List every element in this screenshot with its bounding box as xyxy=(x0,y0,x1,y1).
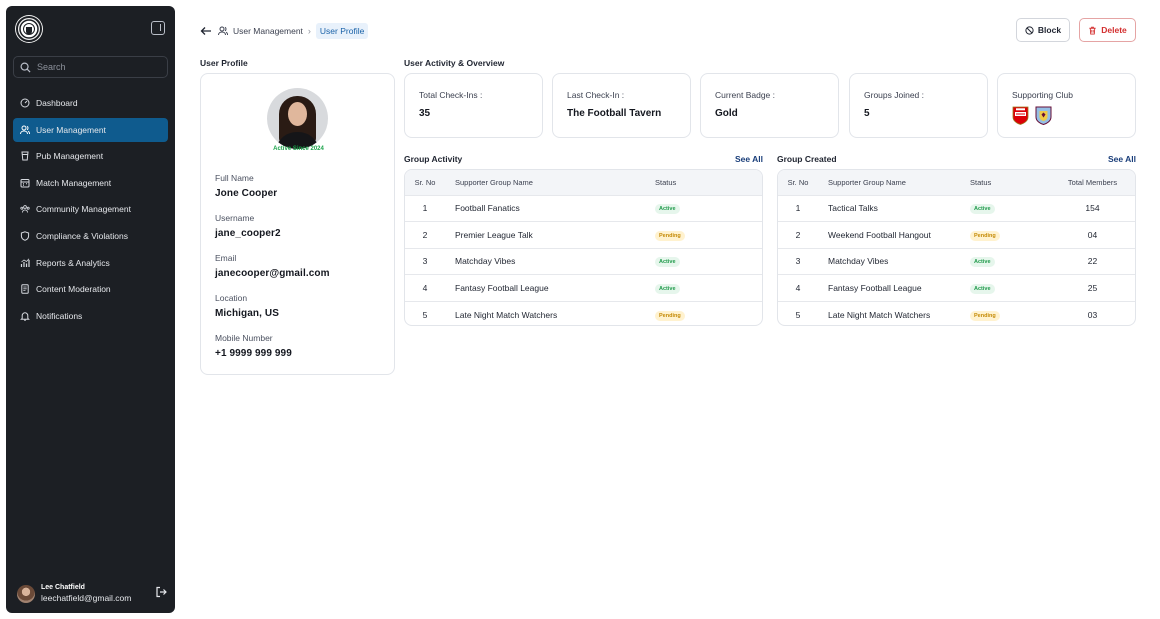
stat-supporting-club: Supporting Club xyxy=(997,73,1136,138)
delete-button[interactable]: Delete xyxy=(1079,18,1136,42)
breadcrumb-separator-icon: › xyxy=(307,25,311,36)
sidebar-item-label: Dashboard xyxy=(36,98,78,108)
sidebar-item-label: Content Moderation xyxy=(36,284,111,295)
table-row[interactable]: 2 Premier League Talk Pending xyxy=(405,221,762,249)
table-row[interactable]: 1 Football Fanatics Active xyxy=(405,194,762,222)
arsenal-crest-icon xyxy=(1012,106,1029,125)
stat-current-badge: Current Badge : Gold xyxy=(700,73,839,138)
calendar-icon xyxy=(20,178,30,188)
block-icon xyxy=(1025,25,1034,35)
avatar xyxy=(17,585,35,603)
overview-section-title: User Activity & Overview xyxy=(404,58,505,68)
current-user-name: Lee Chatfield xyxy=(41,584,85,592)
sidebar-item-reports-analytics[interactable]: Reports & Analytics xyxy=(13,251,168,275)
field-email: Email janecooper@gmail.com xyxy=(215,253,330,279)
community-icon xyxy=(20,205,30,213)
status-badge: Pending xyxy=(970,310,1000,321)
sidebar-item-content-moderation[interactable]: Content Moderation xyxy=(13,277,168,301)
status-badge: Active xyxy=(970,284,995,295)
active-since-label: Active Since 2024 xyxy=(273,146,324,152)
group-activity-see-all-link[interactable]: See All xyxy=(735,154,764,164)
sidebar-item-dashboard[interactable]: Dashboard xyxy=(13,91,168,115)
sidebar-item-label: Reports & Analytics xyxy=(36,257,110,268)
search-icon xyxy=(20,62,31,73)
sidebar-collapse-icon[interactable] xyxy=(151,21,165,35)
current-user-email: leechatfield@gmail.com xyxy=(41,593,132,604)
aston-villa-crest-icon xyxy=(1035,106,1052,125)
breadcrumb-current: User Profile xyxy=(315,22,369,39)
status-badge: Pending xyxy=(655,310,685,321)
sidebar-item-user-management[interactable]: User Management xyxy=(13,117,168,142)
sidebar: Dashboard User Management Pub Management… xyxy=(6,6,175,613)
sidebar-nav: Dashboard User Management Pub Management… xyxy=(13,91,168,330)
group-created-title: Group Created xyxy=(777,154,837,164)
field-location: Location Michigan, US xyxy=(215,293,279,319)
sidebar-item-compliance-violations[interactable]: Compliance & Violations xyxy=(13,224,168,248)
block-button[interactable]: Block xyxy=(1016,18,1070,42)
sidebar-item-community-management[interactable]: Community Management xyxy=(13,197,168,221)
profile-photo xyxy=(267,88,328,149)
status-badge: Pending xyxy=(655,230,685,241)
table-row[interactable]: 1 Tactical Talks Active 154 xyxy=(778,194,1135,222)
group-activity-title: Group Activity xyxy=(404,154,463,164)
group-created-table: Sr. No Supporter Group Name Status Total… xyxy=(777,169,1136,326)
current-user: Lee Chatfield leechatfield@gmail.com xyxy=(17,578,167,610)
sidebar-item-label: Community Management xyxy=(36,204,131,215)
logout-icon[interactable] xyxy=(155,585,167,603)
profile-card: Active Since 2024 Full Name Jone Cooper … xyxy=(200,73,395,375)
table-row[interactable]: 5 Late Night Match Watchers Pending xyxy=(405,300,762,325)
field-full-name: Full Name Jone Cooper xyxy=(215,173,278,199)
users-icon xyxy=(218,26,228,35)
status-badge: Active xyxy=(970,204,995,215)
sidebar-item-label: Compliance & Violations xyxy=(36,230,128,241)
sidebar-item-pub-management[interactable]: Pub Management xyxy=(13,144,168,168)
field-username: Username jane_cooper2 xyxy=(215,213,281,239)
profile-section-title: User Profile xyxy=(200,58,248,68)
table-row[interactable]: 5 Late Night Match Watchers Pending 03 xyxy=(778,300,1135,325)
sidebar-item-label: Notifications xyxy=(36,310,83,321)
breadcrumb: User Management › User Profile xyxy=(218,22,369,39)
breadcrumb-user-management[interactable]: User Management xyxy=(233,25,303,36)
field-mobile-number: Mobile Number +1 9999 999 999 xyxy=(215,333,292,359)
sidebar-item-label: Pub Management xyxy=(36,151,104,162)
back-arrow-icon[interactable] xyxy=(200,25,212,37)
status-badge: Active xyxy=(655,257,680,268)
stat-groups-joined: Groups Joined : 5 xyxy=(849,73,988,138)
dashboard-icon xyxy=(20,98,30,108)
sidebar-item-match-management[interactable]: Match Management xyxy=(13,171,168,195)
status-badge: Active xyxy=(655,284,680,295)
sidebar-item-label: Match Management xyxy=(36,177,112,188)
trash-icon xyxy=(1089,26,1096,35)
document-icon xyxy=(21,284,29,294)
block-label: Block xyxy=(1037,25,1062,35)
table-row[interactable]: 3 Matchday Vibes Active xyxy=(405,247,762,275)
brand-logo-icon[interactable] xyxy=(16,16,42,42)
group-created-see-all-link[interactable]: See All xyxy=(1108,154,1137,164)
table-row[interactable]: 4 Fantasy Football League Active xyxy=(405,274,762,302)
stat-total-check-ins: Total Check-Ins : 35 xyxy=(404,73,543,138)
glass-icon xyxy=(21,151,29,161)
sidebar-item-notifications[interactable]: Notifications xyxy=(13,304,168,328)
table-row[interactable]: 4 Fantasy Football League Active 25 xyxy=(778,274,1135,302)
chart-icon xyxy=(20,258,30,267)
delete-label: Delete xyxy=(1101,25,1127,35)
shield-icon xyxy=(20,231,30,241)
search-input[interactable] xyxy=(37,62,157,72)
status-badge: Active xyxy=(970,257,995,268)
status-badge: Pending xyxy=(970,230,1000,241)
bell-icon xyxy=(20,312,30,321)
status-badge: Active xyxy=(655,204,680,215)
search-box[interactable] xyxy=(13,56,168,78)
table-row[interactable]: 3 Matchday Vibes Active 22 xyxy=(778,247,1135,275)
table-row[interactable]: 2 Weekend Football Hangout Pending 04 xyxy=(778,221,1135,249)
users-icon xyxy=(20,125,30,134)
sidebar-item-label: User Management xyxy=(36,124,106,135)
group-activity-table: Sr. No Supporter Group Name Status 1 Foo… xyxy=(404,169,763,326)
stat-last-check-in: Last Check-In : The Football Tavern xyxy=(552,73,691,138)
